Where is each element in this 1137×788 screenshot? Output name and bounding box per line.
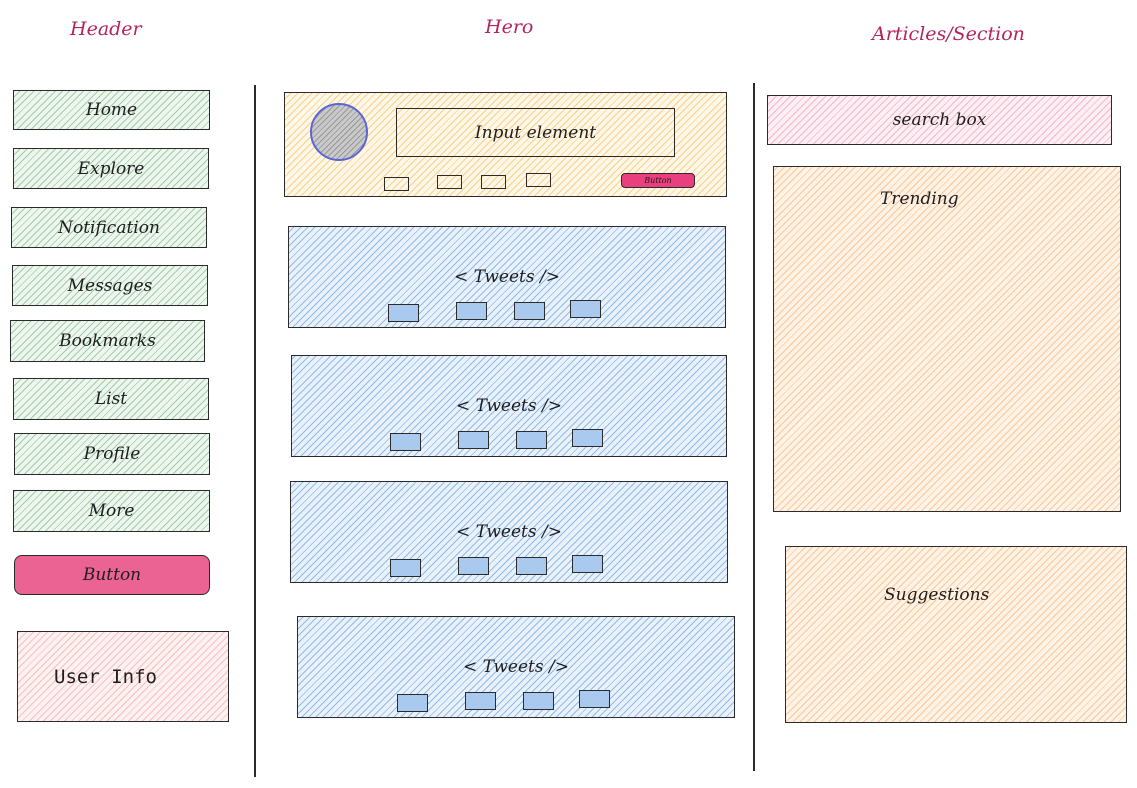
tweet-card[interactable]: < Tweets /> xyxy=(288,226,726,328)
search-box-label: search box xyxy=(892,110,987,130)
header-column-title: Header xyxy=(70,18,142,40)
primary-button-label: Button xyxy=(82,565,142,585)
nav-item-label: Notification xyxy=(58,217,160,238)
tweet-reply-icon[interactable] xyxy=(390,559,421,577)
compose-input-label: Input element xyxy=(474,122,597,143)
tweet-label: < Tweets /> xyxy=(463,657,569,677)
compose-poll-icon[interactable] xyxy=(481,175,506,189)
tweet-label: < Tweets /> xyxy=(456,396,562,416)
compose-submit-button[interactable]: Button xyxy=(621,173,695,188)
nav-item-label: More xyxy=(88,501,135,521)
tweet-reply-icon[interactable] xyxy=(397,694,428,712)
tweet-share-icon[interactable] xyxy=(572,555,603,573)
tweet-retweet-icon[interactable] xyxy=(458,557,489,575)
avatar xyxy=(310,103,368,161)
nav-item-messages[interactable]: Messages xyxy=(12,265,208,306)
nav-item-more[interactable]: More xyxy=(13,490,210,532)
tweet-retweet-icon[interactable] xyxy=(458,431,489,449)
tweet-share-icon[interactable] xyxy=(570,300,601,318)
tweet-reply-icon[interactable] xyxy=(390,433,421,451)
user-info-label: User Info xyxy=(54,665,157,688)
articles-column-title: Articles/Section xyxy=(872,23,1025,45)
trending-panel: Trending xyxy=(773,166,1121,512)
primary-button[interactable]: Button xyxy=(14,555,210,595)
compose-gif-icon[interactable] xyxy=(437,175,462,189)
suggestions-title: Suggestions xyxy=(884,585,990,605)
tweet-share-icon[interactable] xyxy=(579,690,610,708)
nav-item-profile[interactable]: Profile xyxy=(14,433,210,475)
compose-input[interactable]: Input element xyxy=(396,108,675,157)
tweet-like-icon[interactable] xyxy=(516,431,547,449)
right-divider xyxy=(753,83,755,771)
search-box[interactable]: search box xyxy=(767,95,1112,145)
tweet-card[interactable]: < Tweets /> xyxy=(290,481,728,583)
nav-item-label: Home xyxy=(85,100,138,120)
tweet-card[interactable]: < Tweets /> xyxy=(297,616,735,718)
tweet-like-icon[interactable] xyxy=(516,557,547,575)
tweet-retweet-icon[interactable] xyxy=(465,692,496,710)
nav-item-label: Bookmarks xyxy=(59,331,156,351)
nav-item-explore[interactable]: Explore xyxy=(13,148,209,189)
tweet-label: < Tweets /> xyxy=(456,522,562,542)
nav-item-home[interactable]: Home xyxy=(13,90,210,130)
nav-item-bookmarks[interactable]: Bookmarks xyxy=(10,320,205,362)
trending-title: Trending xyxy=(880,189,959,209)
compose-emoji-icon[interactable] xyxy=(526,173,551,187)
nav-item-label: List xyxy=(94,389,128,409)
tweet-like-icon[interactable] xyxy=(514,302,545,320)
suggestions-panel: Suggestions xyxy=(785,546,1127,723)
nav-item-list[interactable]: List xyxy=(13,378,209,420)
tweet-label: < Tweets /> xyxy=(454,267,560,287)
tweet-reply-icon[interactable] xyxy=(388,304,419,322)
compose-submit-label: Button xyxy=(644,176,672,185)
hero-column-title: Hero xyxy=(485,16,534,38)
tweet-like-icon[interactable] xyxy=(523,692,554,710)
tweet-share-icon[interactable] xyxy=(572,429,603,447)
nav-item-label: Messages xyxy=(67,275,153,296)
nav-item-label: Explore xyxy=(77,158,145,179)
compose-media-icon[interactable] xyxy=(384,177,409,191)
left-divider xyxy=(254,85,256,777)
user-info-card[interactable]: User Info xyxy=(17,631,229,722)
tweet-retweet-icon[interactable] xyxy=(456,302,487,320)
nav-item-label: Profile xyxy=(83,444,141,464)
tweet-card[interactable]: < Tweets /> xyxy=(291,355,727,457)
nav-item-notification[interactable]: Notification xyxy=(11,207,207,248)
